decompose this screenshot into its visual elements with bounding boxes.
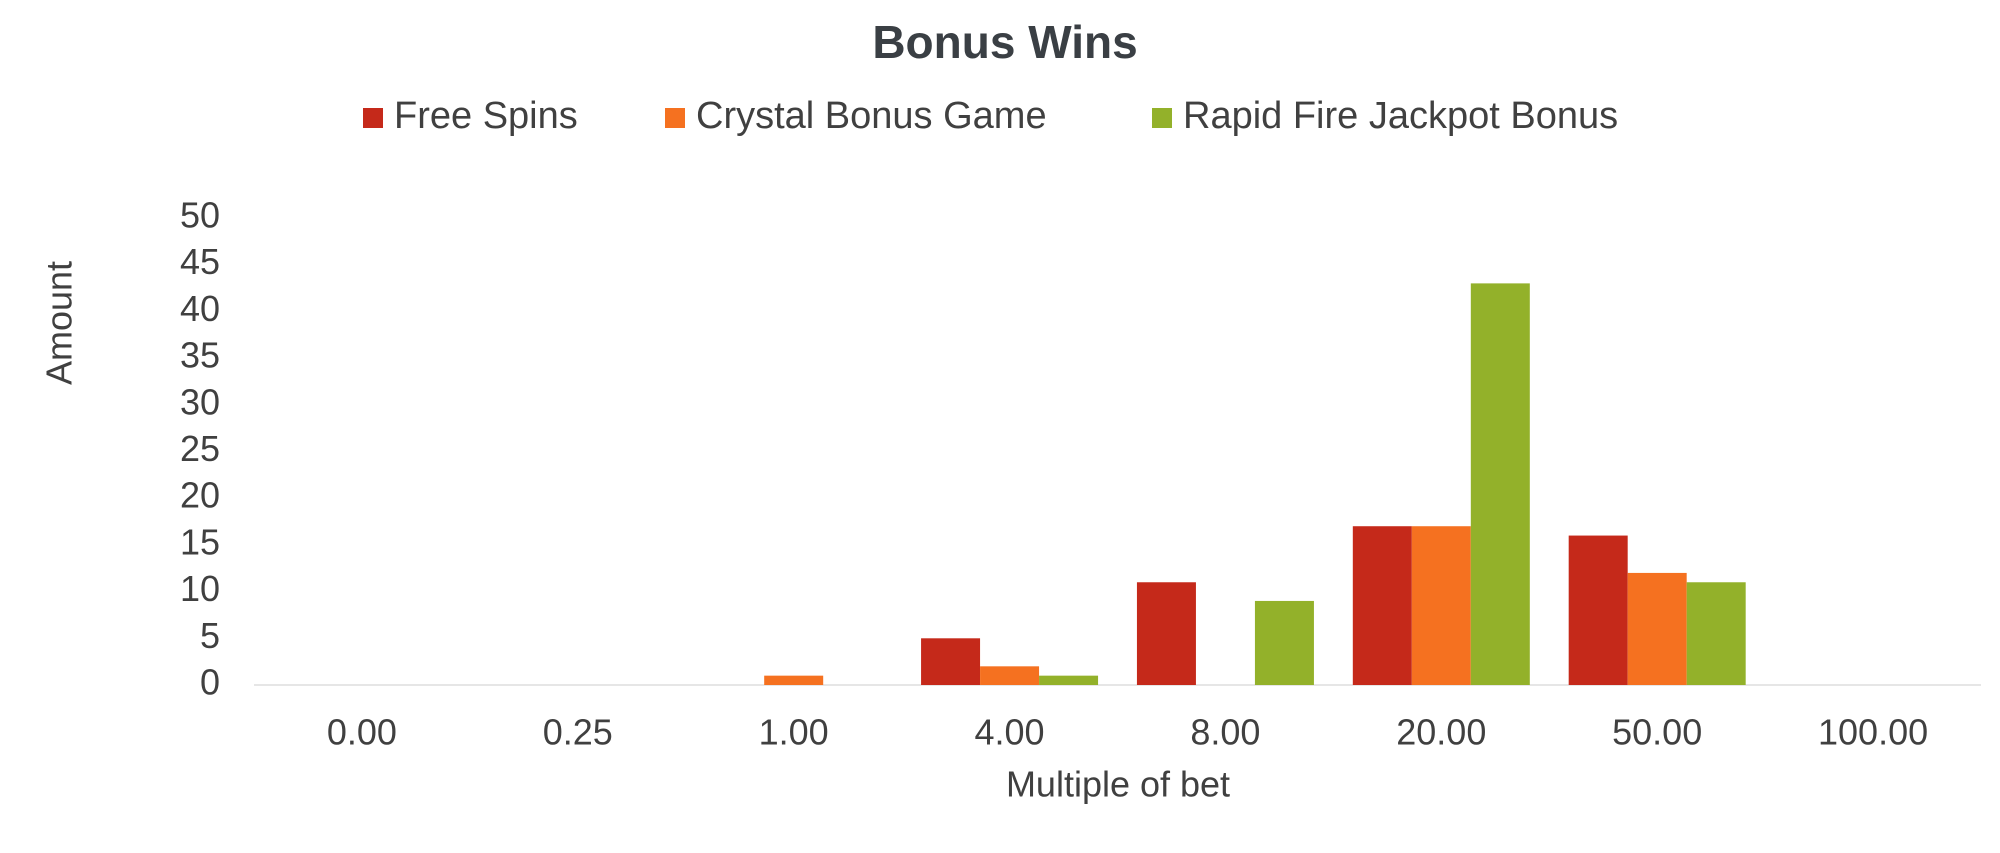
y-tick-label: 40 xyxy=(180,288,220,329)
x-tick-label: 4.00 xyxy=(975,712,1045,753)
y-tick-label: 50 xyxy=(180,195,220,236)
legend-label: Free Spins xyxy=(394,95,578,137)
y-tick-label: 5 xyxy=(200,615,220,656)
bar xyxy=(1254,600,1314,685)
bar xyxy=(1411,526,1471,685)
legend-swatch xyxy=(665,108,685,128)
y-tick-label: 0 xyxy=(200,662,220,703)
bar xyxy=(980,666,1040,685)
bar xyxy=(1627,572,1687,685)
y-tick-label: 10 xyxy=(180,568,220,609)
y-tick-label: 45 xyxy=(180,241,220,282)
bar xyxy=(1470,283,1530,685)
bar xyxy=(1568,535,1628,685)
x-tick-label: 20.00 xyxy=(1396,712,1486,753)
x-tick-label: 1.00 xyxy=(759,712,829,753)
bar xyxy=(1352,526,1412,685)
chart-title: Bonus Wins xyxy=(872,16,1137,68)
y-tick-label: 30 xyxy=(180,381,220,422)
bar xyxy=(1039,675,1099,685)
x-tick-label: 0.00 xyxy=(327,712,397,753)
y-tick-label: 35 xyxy=(180,335,220,376)
bar xyxy=(921,638,981,685)
y-tick-label: 15 xyxy=(180,521,220,562)
y-tick-label: 20 xyxy=(180,475,220,516)
y-axis-label: Amount xyxy=(39,261,80,385)
bar xyxy=(1136,582,1196,685)
bar xyxy=(1686,582,1746,685)
x-tick-label: 100.00 xyxy=(1818,712,1928,753)
x-tick-label: 0.25 xyxy=(543,712,613,753)
x-tick-label: 50.00 xyxy=(1612,712,1702,753)
legend-swatch xyxy=(1152,108,1172,128)
legend-swatch xyxy=(363,108,383,128)
legend-label: Crystal Bonus Game xyxy=(696,95,1047,137)
legend-label: Rapid Fire Jackpot Bonus xyxy=(1183,95,1618,137)
bar xyxy=(764,675,824,685)
x-tick-label: 8.00 xyxy=(1190,712,1260,753)
y-tick-label: 25 xyxy=(180,428,220,469)
x-axis-label: Multiple of bet xyxy=(1006,764,1230,805)
